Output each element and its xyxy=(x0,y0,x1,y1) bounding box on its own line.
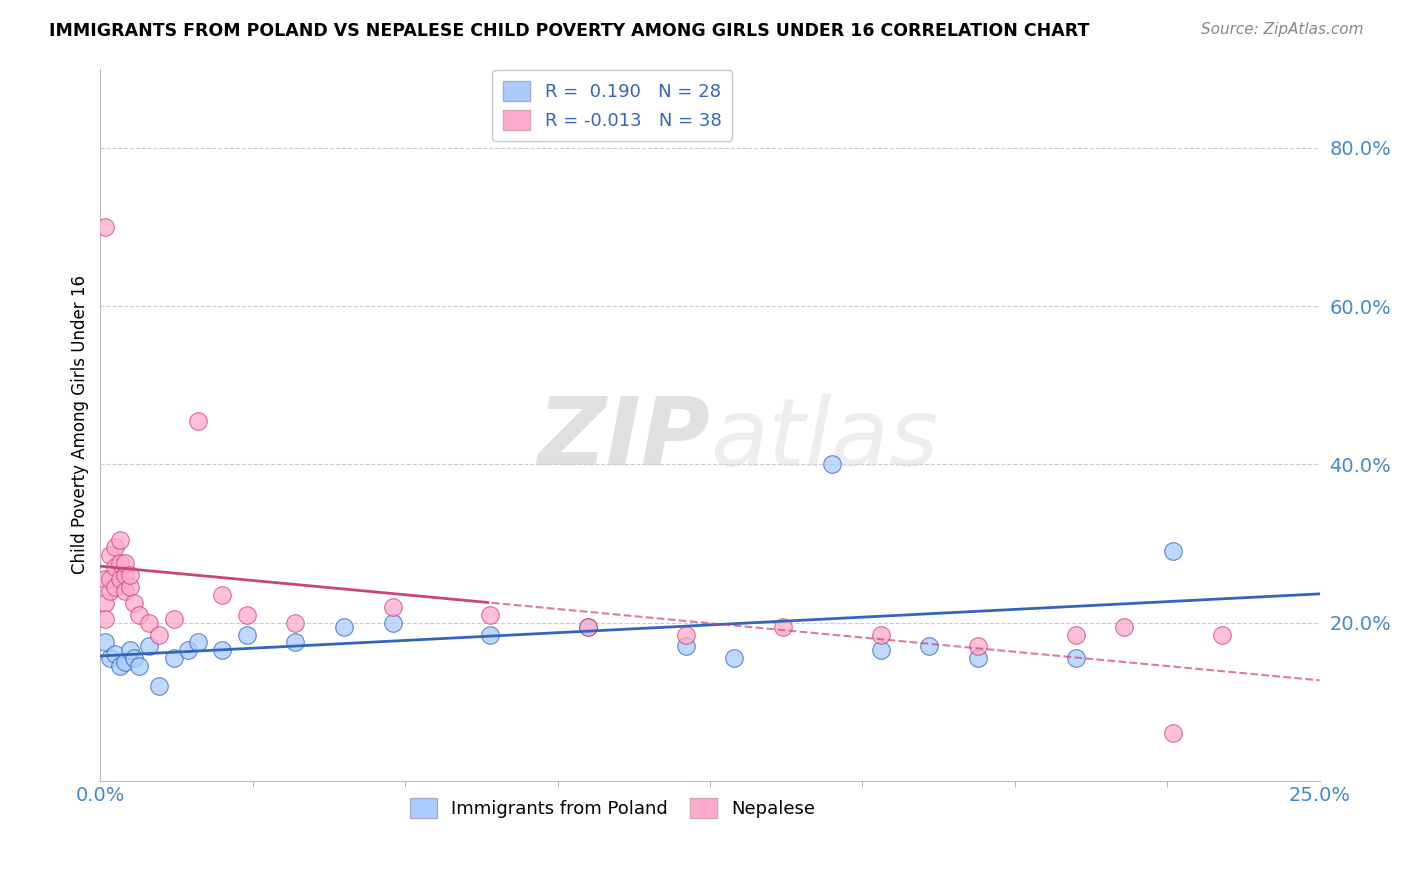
Point xyxy=(1064,651,1087,665)
Point xyxy=(723,651,745,665)
Point xyxy=(108,556,131,570)
Point xyxy=(138,615,160,630)
Point xyxy=(128,659,150,673)
Point xyxy=(114,655,136,669)
Point xyxy=(162,651,184,665)
Point xyxy=(1161,726,1184,740)
Point xyxy=(211,588,233,602)
Point xyxy=(333,619,356,633)
Point xyxy=(118,643,141,657)
Point xyxy=(821,458,844,472)
Point xyxy=(235,607,257,622)
Point xyxy=(284,635,307,649)
Text: IMMIGRANTS FROM POLAND VS NEPALESE CHILD POVERTY AMONG GIRLS UNDER 16 CORRELATIO: IMMIGRANTS FROM POLAND VS NEPALESE CHILD… xyxy=(49,22,1090,40)
Point xyxy=(104,541,127,555)
Point xyxy=(1211,627,1233,641)
Text: atlas: atlas xyxy=(710,393,938,484)
Point xyxy=(138,640,160,654)
Text: Source: ZipAtlas.com: Source: ZipAtlas.com xyxy=(1201,22,1364,37)
Point xyxy=(479,607,502,622)
Point xyxy=(284,615,307,630)
Point xyxy=(98,584,121,599)
Point xyxy=(94,612,117,626)
Point xyxy=(177,643,200,657)
Point xyxy=(675,627,697,641)
Point xyxy=(479,627,502,641)
Point xyxy=(114,568,136,582)
Point xyxy=(104,580,127,594)
Point xyxy=(869,643,891,657)
Legend: Immigrants from Poland, Nepalese: Immigrants from Poland, Nepalese xyxy=(402,791,823,825)
Point xyxy=(148,679,170,693)
Point xyxy=(124,596,146,610)
Point xyxy=(94,572,117,586)
Point xyxy=(108,659,131,673)
Point xyxy=(124,651,146,665)
Point xyxy=(967,651,990,665)
Point xyxy=(98,651,121,665)
Point xyxy=(187,414,209,428)
Point xyxy=(98,572,121,586)
Point xyxy=(918,640,941,654)
Point xyxy=(187,635,209,649)
Point xyxy=(381,615,404,630)
Point xyxy=(108,572,131,586)
Point xyxy=(235,627,257,641)
Point xyxy=(675,640,697,654)
Point xyxy=(772,619,794,633)
Point xyxy=(1114,619,1136,633)
Point xyxy=(576,619,599,633)
Point xyxy=(381,599,404,614)
Y-axis label: Child Poverty Among Girls Under 16: Child Poverty Among Girls Under 16 xyxy=(72,276,89,574)
Point xyxy=(118,568,141,582)
Point xyxy=(104,560,127,574)
Point xyxy=(211,643,233,657)
Point xyxy=(108,533,131,547)
Point xyxy=(128,607,150,622)
Text: ZIP: ZIP xyxy=(537,393,710,485)
Point xyxy=(114,556,136,570)
Point xyxy=(1161,544,1184,558)
Point xyxy=(114,584,136,599)
Point xyxy=(94,596,117,610)
Point xyxy=(98,549,121,563)
Point xyxy=(1064,627,1087,641)
Point xyxy=(94,635,117,649)
Point xyxy=(967,640,990,654)
Point xyxy=(118,580,141,594)
Point xyxy=(94,219,117,234)
Point xyxy=(576,619,599,633)
Point xyxy=(104,648,127,662)
Point xyxy=(148,627,170,641)
Point xyxy=(869,627,891,641)
Point xyxy=(162,612,184,626)
